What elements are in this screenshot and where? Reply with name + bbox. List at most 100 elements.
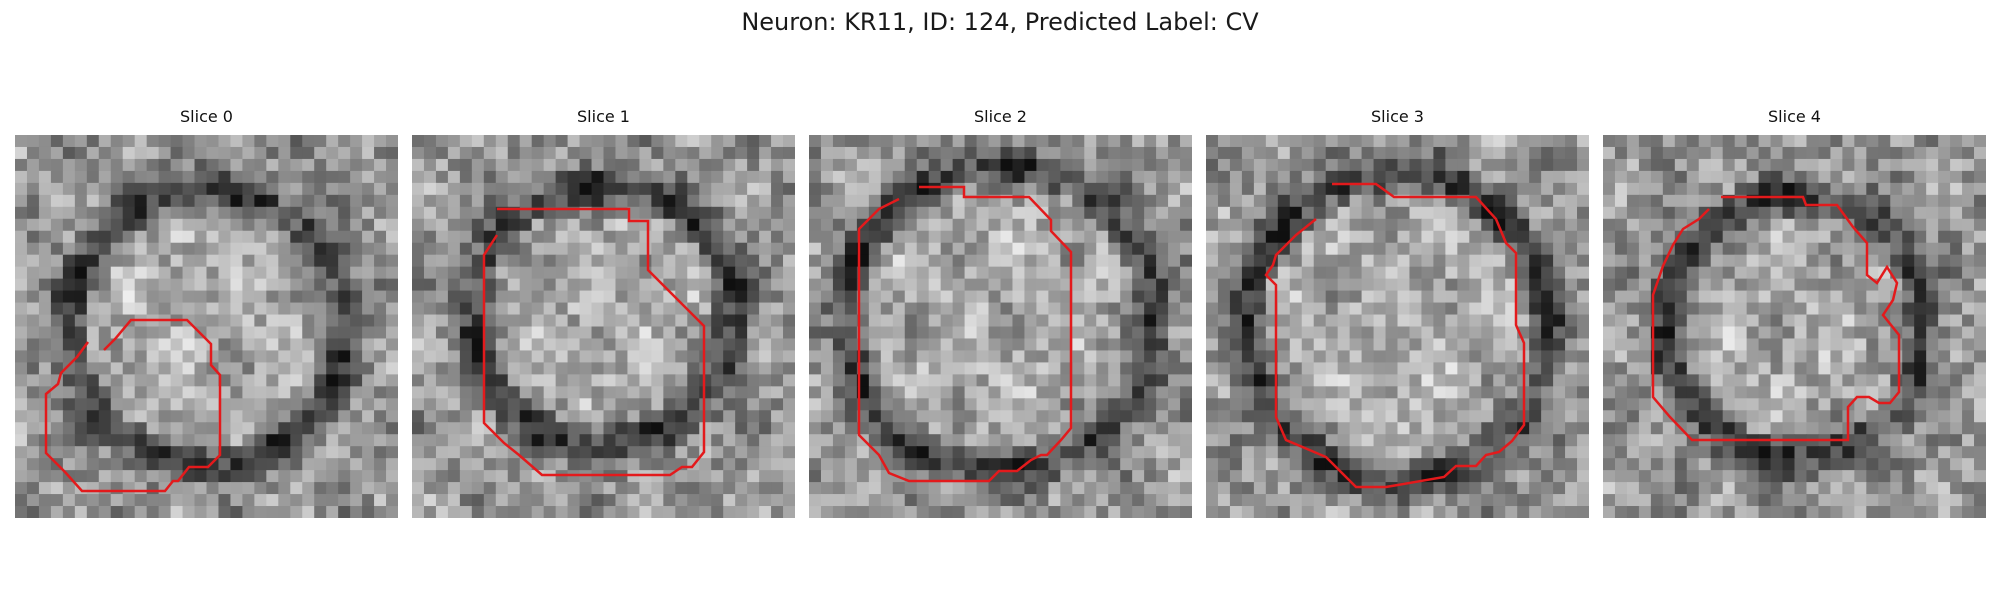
pixel [1818, 146, 1832, 160]
pixel [26, 494, 40, 507]
pixel [603, 362, 617, 375]
pixel [507, 302, 521, 316]
pixel [759, 218, 772, 232]
pixel [1962, 290, 1975, 304]
pixel [892, 506, 906, 518]
pixel [603, 458, 617, 471]
pixel [50, 362, 64, 375]
pixel [1782, 135, 1796, 148]
pixel [591, 182, 605, 196]
pixel [1854, 194, 1867, 208]
pixel [495, 314, 509, 328]
pixel [651, 158, 664, 172]
pixel [1553, 350, 1566, 364]
pixel [627, 446, 641, 459]
pixel [242, 314, 255, 328]
pixel [1938, 230, 1951, 244]
pixel [338, 338, 351, 352]
pixel [62, 302, 76, 316]
pixel [928, 374, 942, 387]
pixel [1301, 506, 1315, 518]
pixel [1938, 410, 1951, 423]
pixel [1565, 230, 1578, 244]
pixel [1120, 410, 1133, 423]
pixel [771, 458, 784, 471]
pixel [471, 326, 485, 340]
pixel [844, 182, 858, 196]
pixel [1469, 470, 1482, 483]
pixel [362, 494, 375, 507]
pixel [783, 290, 795, 304]
pixel [1914, 278, 1927, 292]
pixel [483, 350, 497, 364]
pixel [374, 206, 387, 220]
pixel [1830, 266, 1843, 280]
pixel [38, 182, 52, 196]
pixel [940, 506, 954, 518]
pixel [627, 338, 641, 352]
pixel [471, 446, 485, 459]
pixel [1505, 350, 1518, 364]
pixel [1289, 206, 1303, 220]
pixel [1950, 266, 1963, 280]
pixel [206, 350, 220, 364]
pixel [1096, 506, 1109, 518]
pixel [964, 470, 978, 483]
pixel [38, 326, 52, 340]
pixel [1168, 218, 1181, 232]
pixel [1301, 194, 1315, 208]
pixel [531, 254, 545, 268]
pixel [904, 446, 918, 459]
pixel [1060, 482, 1073, 495]
pixel [1577, 386, 1589, 399]
pixel [134, 254, 148, 268]
pixel [86, 206, 100, 220]
pixel [771, 398, 784, 411]
pixel [182, 494, 196, 507]
pixel [110, 314, 124, 328]
pixel [1253, 194, 1267, 208]
pixel [1229, 314, 1243, 328]
pixel [1746, 135, 1760, 148]
pixel [952, 422, 966, 435]
pixel [1674, 434, 1688, 447]
pixel [687, 506, 700, 518]
pixel [711, 470, 724, 483]
pixel [1866, 350, 1879, 364]
slice-image [1603, 135, 1986, 518]
pixel [314, 314, 327, 328]
pixel [1132, 218, 1145, 232]
pixel [1541, 218, 1554, 232]
pixel [687, 194, 700, 208]
pixel [435, 326, 449, 340]
pixel [230, 242, 244, 256]
pixel [38, 290, 52, 304]
pixel [122, 362, 136, 375]
pixel [832, 194, 846, 208]
pixel [326, 218, 339, 232]
pixel [218, 135, 232, 148]
pixel [1626, 278, 1640, 292]
pixel [1337, 458, 1351, 471]
pixel [350, 242, 363, 256]
pixel [567, 338, 581, 352]
pixel [880, 494, 894, 507]
pixel [495, 182, 509, 196]
pixel [1914, 290, 1927, 304]
pixel [1854, 302, 1867, 316]
pixel [1217, 446, 1231, 459]
pixel-grid [1206, 135, 1589, 518]
pixel [952, 230, 966, 244]
pixel [483, 182, 497, 196]
pixel [74, 242, 88, 256]
pixel [783, 146, 795, 160]
pixel [170, 254, 184, 268]
pixel [15, 410, 28, 423]
pixel [820, 206, 834, 220]
pixel [1000, 206, 1014, 220]
pixel [832, 170, 846, 184]
pixel [1277, 266, 1291, 280]
pixel [1818, 182, 1832, 196]
pixel [976, 446, 990, 459]
pixel [820, 266, 834, 280]
